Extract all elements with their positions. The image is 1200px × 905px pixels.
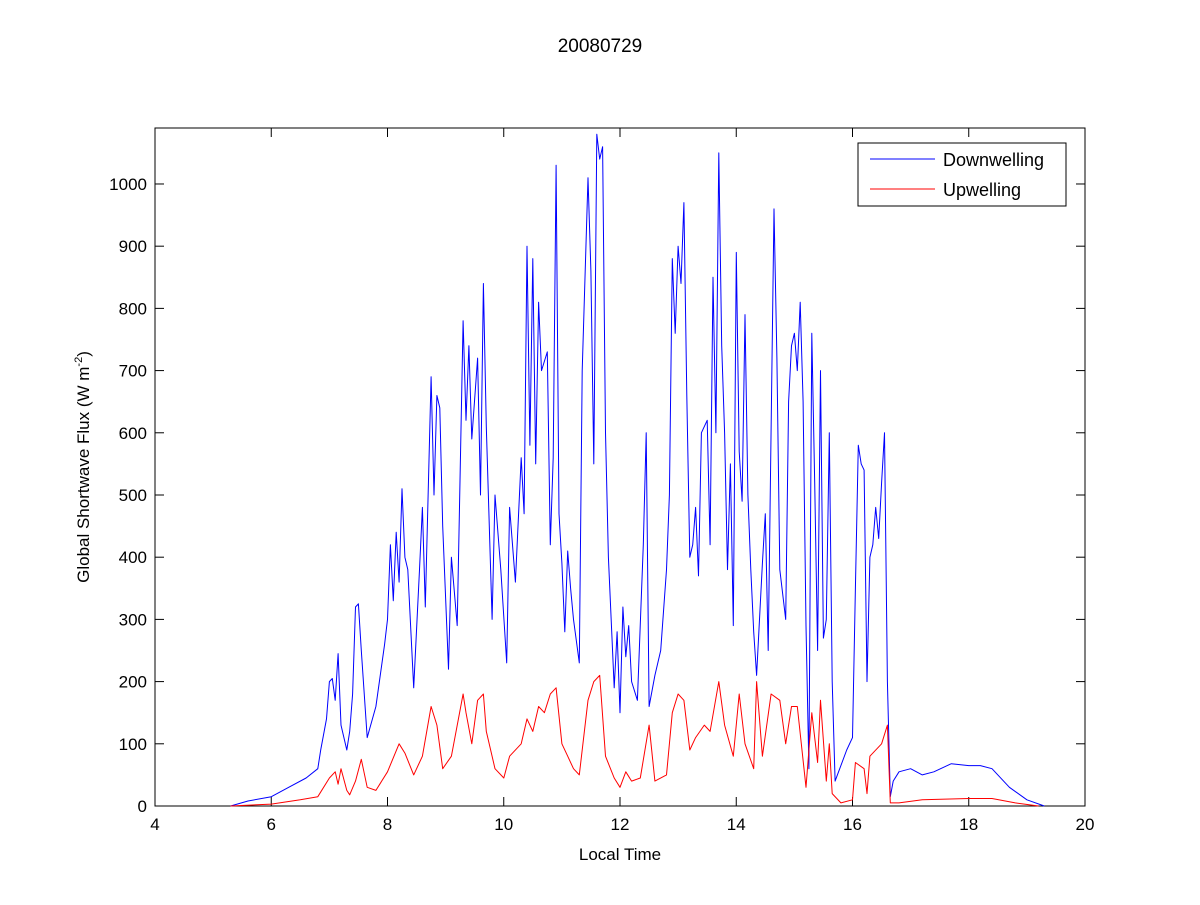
x-tick-label: 4 bbox=[150, 815, 159, 834]
x-tick-label: 20 bbox=[1076, 815, 1095, 834]
axis-ticks: 4 6 8 10 12 14 16 18 200100200300400500600700800… bbox=[109, 128, 1094, 834]
series-lines bbox=[230, 133, 1045, 807]
y-tick-label: 900 bbox=[119, 237, 147, 256]
x-axis-label: Local Time bbox=[579, 845, 661, 864]
y-tick-label: 0 bbox=[138, 797, 147, 816]
y-tick-label: 800 bbox=[119, 299, 147, 318]
legend-box bbox=[857, 142, 1067, 207]
y-axis-label: Global Shortwave Flux (W m-2) bbox=[73, 351, 93, 583]
y-axis-label-prefix: Global Shortwave Flux (W m bbox=[74, 367, 93, 583]
legend-label-downwelling: Downwelling bbox=[943, 150, 1044, 170]
y-tick-label: 300 bbox=[119, 610, 147, 629]
plot-area bbox=[154, 127, 1086, 807]
y-tick-label: 100 bbox=[119, 735, 147, 754]
chart-title: 20080729 bbox=[558, 36, 643, 57]
series-line-downwelling bbox=[230, 133, 1045, 807]
y-tick-label: 600 bbox=[119, 424, 147, 443]
y-axis-label-suffix: ) bbox=[74, 351, 93, 357]
y-tick-label: 500 bbox=[119, 486, 147, 505]
y-axis-label-superscript: -2 bbox=[73, 357, 85, 367]
y-tick-label: 1000 bbox=[109, 175, 147, 194]
series-line-upwelling bbox=[230, 674, 1039, 807]
x-tick-label: 16 bbox=[843, 815, 862, 834]
y-tick-label: 400 bbox=[119, 548, 147, 567]
x-tick-label: 6 bbox=[267, 815, 276, 834]
x-tick-label: 8 bbox=[383, 815, 392, 834]
legend-label-upwelling: Upwelling bbox=[943, 180, 1021, 200]
x-tick-label: 14 bbox=[727, 815, 746, 834]
y-tick-label: 200 bbox=[119, 673, 147, 692]
x-tick-label: 12 bbox=[611, 815, 630, 834]
x-tick-label: 18 bbox=[959, 815, 978, 834]
x-tick-label: 10 bbox=[494, 815, 513, 834]
y-tick-label: 700 bbox=[119, 362, 147, 381]
legend: Downwelling Upwelling bbox=[857, 142, 1067, 207]
